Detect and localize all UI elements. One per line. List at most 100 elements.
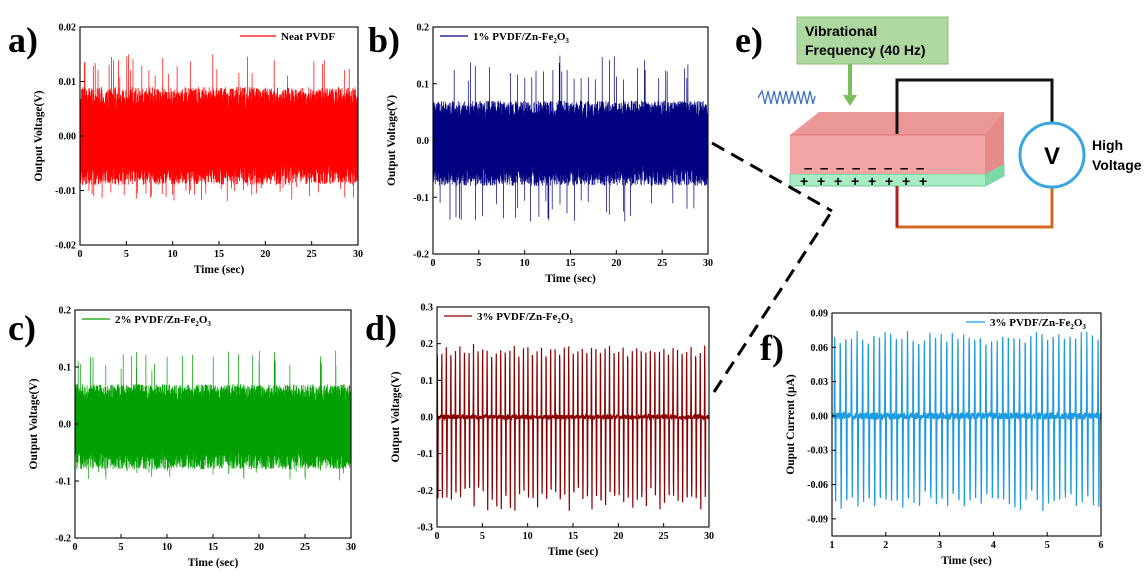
positive-charge: +	[919, 173, 927, 189]
y-tick-label: 0.09	[811, 309, 829, 320]
panel-label: b)	[368, 20, 400, 60]
y-tick-label: 0.0	[421, 413, 434, 424]
y-tick-label: -0.01	[55, 186, 76, 197]
y-axis-label: Ouput Current (µA)	[785, 374, 797, 475]
negative-charge: –	[900, 160, 908, 177]
y-tick-label: -0.3	[417, 523, 433, 534]
callout-box	[796, 16, 949, 65]
y-tick-label: 0.00	[811, 411, 829, 422]
y-tick-label: -0.2	[55, 534, 71, 545]
negative-charge: –	[804, 160, 812, 177]
legend-label: 1% PVDF/Zn-Fe2O3	[473, 31, 569, 45]
y-tick-label: -0.2	[417, 486, 433, 497]
zoom-connector-upper	[711, 141, 833, 213]
series-line	[436, 343, 710, 511]
panel-label: d)	[365, 308, 397, 348]
meter-label-line2: Voltage	[1092, 157, 1142, 173]
y-tick-label: -0.09	[807, 514, 828, 525]
y-tick-label: 0.3	[421, 303, 434, 314]
x-tick-label: 25	[657, 258, 667, 269]
x-tick-label: 5	[1045, 540, 1050, 551]
positive-charge: +	[868, 173, 876, 189]
y-tick-label: 0.06	[811, 343, 829, 354]
chart-b: 0 5 10 15 20 25 30 -0.2 -0.1 0.0 0.1 0.2 Time (sec) O…	[368, 20, 713, 285]
x-tick-label: 15	[568, 531, 578, 542]
x-tick-label: 6	[1099, 540, 1104, 551]
panel-label: f)	[760, 328, 784, 368]
x-tick-label: 0	[78, 249, 83, 260]
x-axis-label: Time (sec)	[941, 555, 992, 567]
x-tick-label: 30	[346, 542, 356, 553]
plot-frame	[831, 312, 1102, 537]
negative-charge: –	[916, 160, 924, 177]
x-tick-label: 20	[254, 542, 264, 553]
x-tick-label: 10	[162, 542, 172, 553]
x-tick-label: 5	[124, 249, 129, 260]
zoom-connector-lower	[712, 210, 834, 393]
legend-label: 2% PVDF/Zn-Fe2O3	[115, 314, 211, 328]
x-tick-label: 3	[937, 540, 942, 551]
legend-label: 3% PVDF/Zn-Fe2O3	[990, 317, 1086, 331]
y-tick-label: 0.01	[59, 77, 77, 88]
top-film-side	[985, 112, 1004, 174]
y-axis-label: Output Voltage(V)	[28, 378, 40, 469]
x-tick-label: 20	[611, 258, 621, 269]
x-tick-label: 5	[476, 258, 481, 269]
positive-charge: +	[800, 173, 808, 189]
x-tick-label: 4	[991, 540, 996, 551]
x-tick-label: 15	[208, 542, 218, 553]
meter-label-line1: High	[1092, 137, 1123, 153]
positive-charge: +	[885, 173, 893, 189]
negative-charge: –	[884, 160, 892, 177]
x-axis-label: Time (sec)	[188, 557, 239, 569]
voltmeter-symbol: V	[1044, 143, 1060, 170]
y-tick-label: -0.1	[55, 477, 71, 488]
y-tick-label: 0.0	[417, 136, 430, 147]
x-tick-label: 0	[73, 542, 78, 553]
x-tick-label: 0	[431, 258, 436, 269]
chart-d: 0 5 10 15 20 25 30 -0.3 -0.2 -0.1 0.0 0.1 0.2 0.3 Time…	[365, 303, 714, 559]
panel-label: a)	[8, 20, 38, 60]
x-tick-label: 20	[260, 249, 270, 260]
y-axis-label: Output Voltage(V)	[33, 90, 45, 181]
x-tick-label: 25	[659, 531, 669, 542]
y-tick-label: -0.1	[417, 449, 433, 460]
x-tick-label: 2	[883, 540, 888, 551]
y-tick-label: -0.2	[413, 250, 429, 261]
y-tick-label: 0.03	[811, 377, 829, 388]
y-tick-label: 0.2	[417, 23, 430, 34]
panel-label: e)	[735, 20, 763, 60]
positive-charge: +	[817, 173, 825, 189]
callout-text-line2: Frequency (40 Hz)	[805, 42, 926, 58]
x-tick-label: 5	[480, 531, 485, 542]
y-tick-label: -0.1	[413, 193, 429, 204]
x-tick-label: 30	[353, 249, 363, 260]
x-tick-label: 25	[307, 249, 317, 260]
lower-wire	[895, 186, 1054, 229]
x-axis-label: Time (sec)	[545, 273, 596, 285]
chart-c: 0 5 10 15 20 25 30 -0.2 -0.1 0.0 0.1 0.2 Time (sec) O…	[8, 306, 356, 570]
y-tick-label: 0.00	[59, 132, 77, 143]
positive-charge: +	[851, 173, 859, 189]
legend-label: 3% PVDF/Zn-Fe2O3	[477, 311, 573, 325]
chart-f: 1 2 3 4 5 6 -0.09 -0.06 -0.03 0.00 0.03 0.06 0.09 Tim…	[760, 309, 1104, 568]
y-axis-label: Output Voltage(V)	[390, 371, 402, 462]
x-tick-label: 10	[168, 249, 178, 260]
x-tick-label: 1	[830, 540, 835, 551]
negative-charge: –	[836, 160, 844, 177]
series-line	[74, 350, 352, 481]
y-tick-label: 0.2	[59, 306, 72, 317]
arrow-head	[843, 95, 857, 106]
legend-label: Neat PVDF	[281, 31, 335, 43]
y-tick-label: -0.06	[807, 480, 828, 491]
y-tick-label: 0.1	[421, 376, 434, 387]
y-tick-label: 0.0	[59, 420, 72, 431]
spring-icon	[757, 89, 816, 105]
x-tick-label: 25	[300, 542, 310, 553]
x-tick-label: 15	[566, 258, 576, 269]
y-tick-label: 0.02	[59, 23, 77, 34]
y-tick-label: -0.02	[55, 241, 76, 252]
negative-charge: –	[852, 160, 860, 177]
